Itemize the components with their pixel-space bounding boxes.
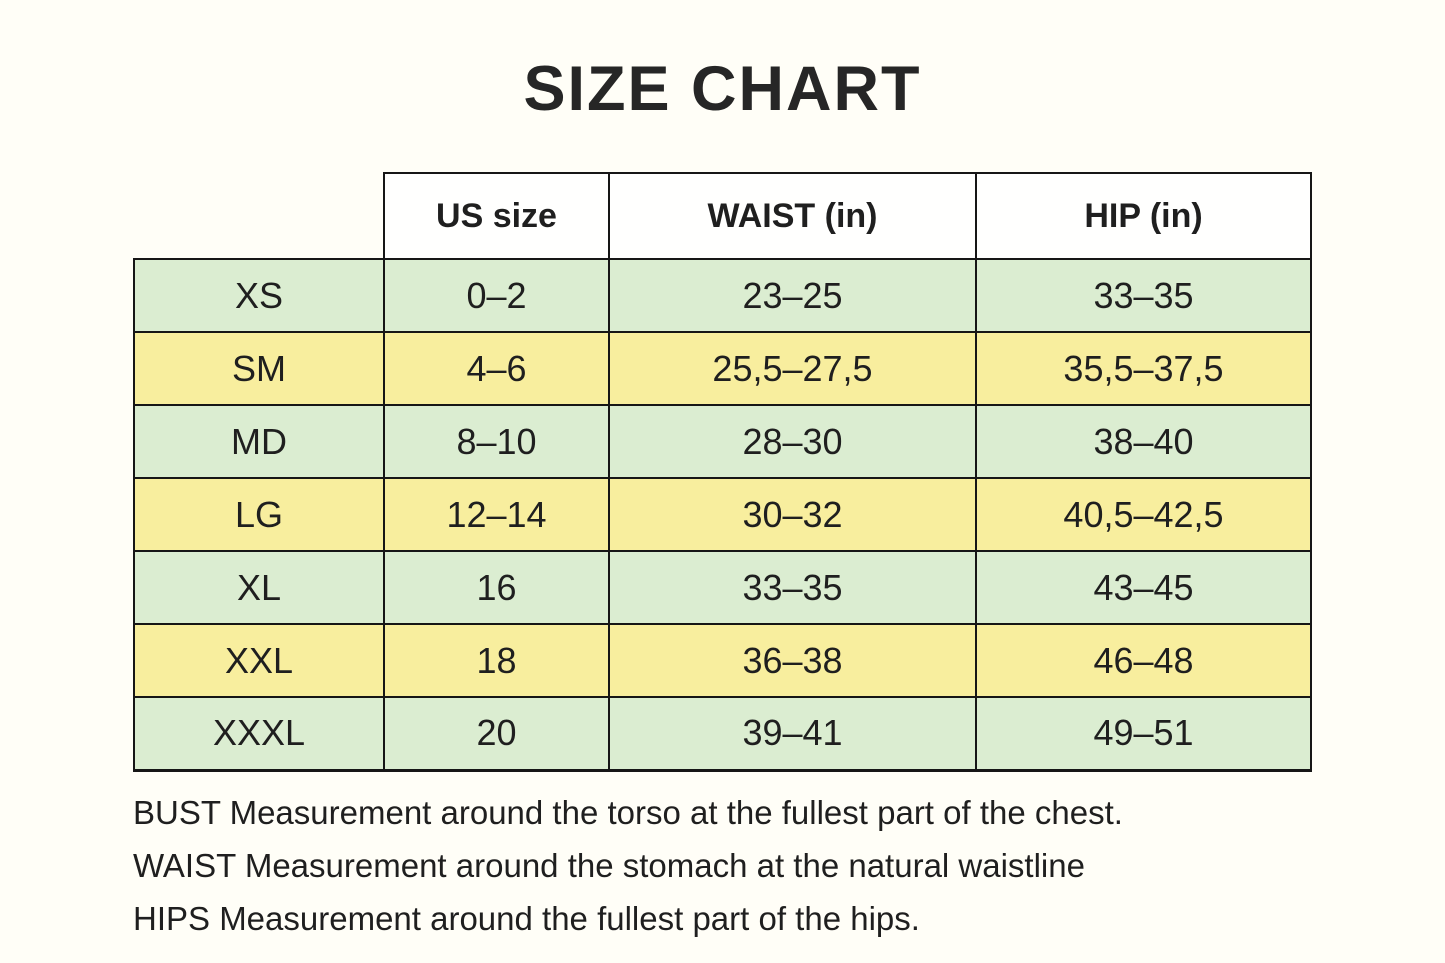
cell-size-label: XS bbox=[133, 258, 385, 333]
header-corner-cell bbox=[134, 173, 384, 259]
cell-waist: 23–25 bbox=[608, 258, 977, 333]
table-body: XS 0–2 23–25 33–35 SM 4–6 25,5–27,5 35,5… bbox=[133, 258, 1312, 772]
table-row-xs: XS 0–2 23–25 33–35 bbox=[133, 258, 1312, 333]
cell-us-size: 16 bbox=[383, 550, 610, 625]
cell-waist: 33–35 bbox=[608, 550, 977, 625]
table-header: US size WAIST (in) HIP (in) bbox=[134, 172, 1312, 260]
size-chart-table: US size WAIST (in) HIP (in) XS 0–2 23–25… bbox=[133, 172, 1312, 772]
cell-size-label: XXL bbox=[133, 623, 385, 698]
cell-hip: 33–35 bbox=[975, 258, 1312, 333]
table-row-xl: XL 16 33–35 43–45 bbox=[133, 550, 1312, 625]
cell-us-size: 8–10 bbox=[383, 404, 610, 479]
table-row-md: MD 8–10 28–30 38–40 bbox=[133, 404, 1312, 479]
cell-hip: 49–51 bbox=[975, 696, 1312, 772]
cell-size-label: SM bbox=[133, 331, 385, 406]
table-row-xxl: XXL 18 36–38 46–48 bbox=[133, 623, 1312, 698]
header-waist: WAIST (in) bbox=[608, 172, 977, 260]
cell-size-label: XL bbox=[133, 550, 385, 625]
cell-waist: 25,5–27,5 bbox=[608, 331, 977, 406]
table-row-sm: SM 4–6 25,5–27,5 35,5–37,5 bbox=[133, 331, 1312, 406]
note-bust: BUST Measurement around the torso at the… bbox=[133, 794, 1123, 831]
page-title: SIZE CHART bbox=[523, 54, 922, 124]
cell-waist: 36–38 bbox=[608, 623, 977, 698]
header-hip: HIP (in) bbox=[975, 172, 1312, 260]
header-row: US size WAIST (in) HIP (in) bbox=[134, 172, 1312, 260]
cell-waist: 28–30 bbox=[608, 404, 977, 479]
cell-us-size: 4–6 bbox=[383, 331, 610, 406]
table-row-xxxl: XXXL 20 39–41 49–51 bbox=[133, 696, 1312, 772]
cell-us-size: 0–2 bbox=[383, 258, 610, 333]
cell-hip: 43–45 bbox=[975, 550, 1312, 625]
cell-hip: 46–48 bbox=[975, 623, 1312, 698]
cell-us-size: 18 bbox=[383, 623, 610, 698]
measurement-notes: BUST Measurement around the torso at the… bbox=[133, 786, 1333, 945]
cell-waist: 39–41 bbox=[608, 696, 977, 772]
cell-hip: 38–40 bbox=[975, 404, 1312, 479]
cell-us-size: 20 bbox=[383, 696, 610, 772]
cell-size-label: XXXL bbox=[133, 696, 385, 772]
cell-waist: 30–32 bbox=[608, 477, 977, 552]
note-hips: HIPS Measurement around the fullest part… bbox=[133, 900, 920, 937]
table-row-lg: LG 12–14 30–32 40,5–42,5 bbox=[133, 477, 1312, 552]
cell-size-label: MD bbox=[133, 404, 385, 479]
header-us-size: US size bbox=[383, 172, 610, 260]
cell-hip: 40,5–42,5 bbox=[975, 477, 1312, 552]
cell-size-label: LG bbox=[133, 477, 385, 552]
cell-us-size: 12–14 bbox=[383, 477, 610, 552]
note-waist: WAIST Measurement around the stomach at … bbox=[133, 847, 1085, 884]
cell-hip: 35,5–37,5 bbox=[975, 331, 1312, 406]
